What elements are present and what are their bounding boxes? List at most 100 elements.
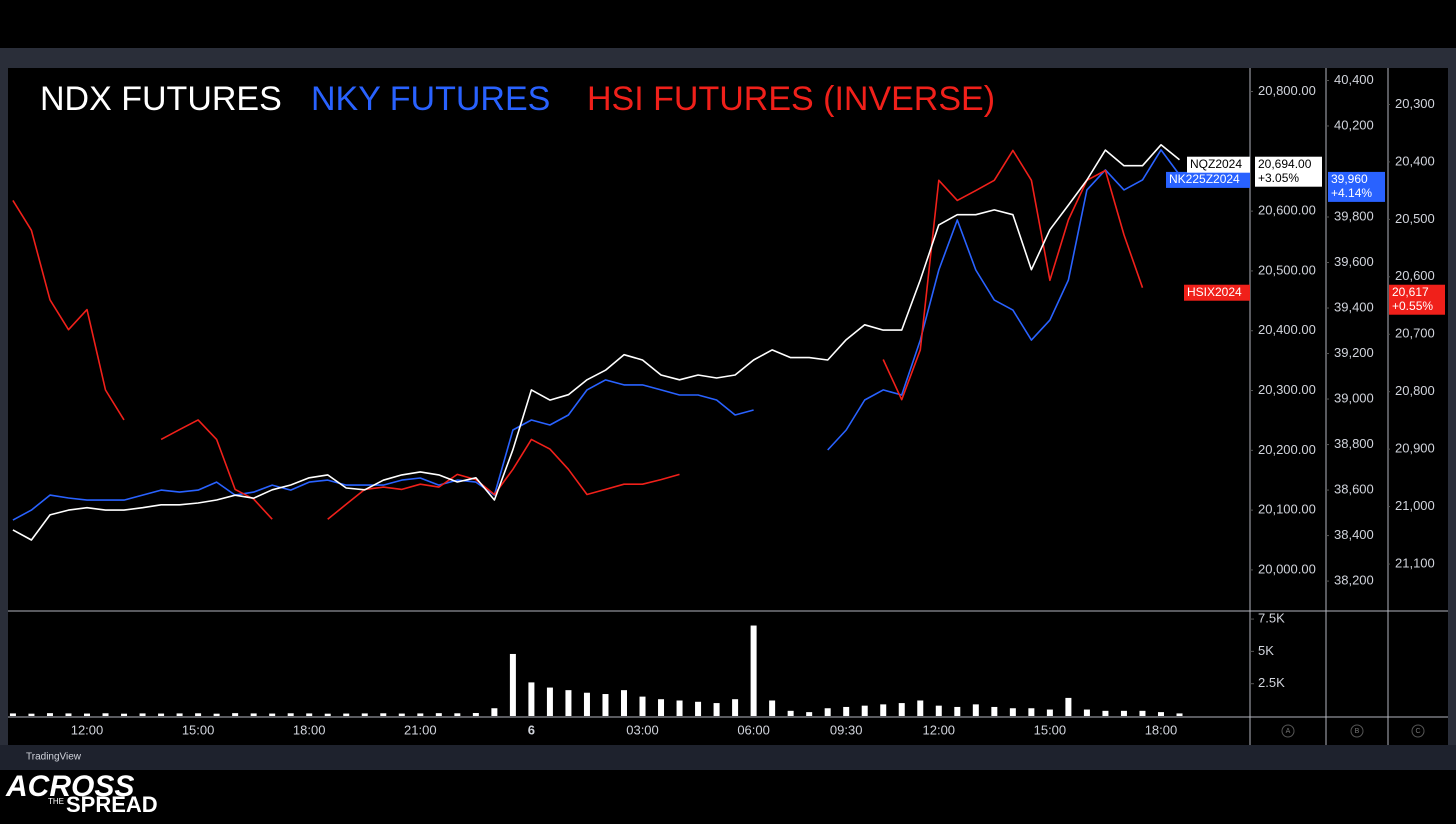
volume-bar bbox=[972, 704, 979, 716]
y-tick-label: 39,600 bbox=[1334, 254, 1374, 269]
price-tag bbox=[1328, 171, 1385, 202]
legend-entry: HSI FUTURES (INVERSE) bbox=[587, 80, 995, 118]
x-tick-label: 15:00 bbox=[182, 722, 215, 737]
volume-bar bbox=[28, 713, 35, 716]
y-tick-label: 39,000 bbox=[1334, 390, 1374, 405]
y-tick-label: 20,800.00 bbox=[1258, 83, 1316, 98]
symbol-tag-text: NK225Z2024 bbox=[1169, 172, 1240, 186]
x-tick-label: 03:00 bbox=[626, 722, 659, 737]
volume-bar bbox=[176, 713, 183, 716]
y-tick-label: 38,800 bbox=[1334, 436, 1374, 451]
y-tick-label: 20,300 bbox=[1395, 96, 1435, 111]
volume-bar bbox=[1176, 713, 1183, 716]
volume-bar bbox=[843, 706, 850, 716]
volume-bar bbox=[9, 713, 16, 716]
volume-bar bbox=[824, 708, 831, 716]
x-tick-label: 12:00 bbox=[923, 722, 956, 737]
volume-bar bbox=[1120, 710, 1127, 716]
x-tick-label: 12:00 bbox=[71, 722, 104, 737]
axis-button-label: C bbox=[1415, 728, 1420, 735]
x-tick-label: 09:30 bbox=[830, 722, 863, 737]
y-tick-label: 38,600 bbox=[1334, 482, 1374, 497]
axis-button-label: A bbox=[1286, 728, 1291, 735]
logo-line: SPREAD bbox=[66, 792, 158, 817]
volume-tick-label: 2.5K bbox=[1258, 675, 1285, 690]
volume-bar bbox=[935, 705, 942, 716]
footer-brand: TradingView bbox=[26, 752, 82, 763]
volume-bar bbox=[991, 706, 998, 716]
price-tag-value: 20,617 bbox=[1392, 285, 1429, 299]
volume-bar bbox=[232, 713, 239, 716]
volume-bar bbox=[46, 713, 53, 716]
axis-button-label: B bbox=[1355, 728, 1360, 735]
price-tag-change: +4.14% bbox=[1331, 186, 1372, 200]
y-tick-label: 20,700 bbox=[1395, 326, 1435, 341]
volume-bar bbox=[1083, 709, 1090, 716]
y-tick-label: 20,200.00 bbox=[1258, 442, 1316, 457]
volume-bar bbox=[528, 682, 535, 716]
y-tick-label: 40,400 bbox=[1334, 72, 1374, 87]
x-tick-label: 18:00 bbox=[1145, 722, 1178, 737]
volume-bar bbox=[732, 699, 739, 716]
volume-bar bbox=[602, 694, 609, 716]
volume-bar bbox=[546, 687, 553, 716]
y-tick-label: 21,100 bbox=[1395, 555, 1435, 570]
volume-bar bbox=[306, 713, 313, 716]
legend-entry: NDX FUTURES bbox=[40, 80, 282, 118]
y-tick-label: 20,500.00 bbox=[1258, 262, 1316, 277]
volume-bar bbox=[509, 653, 516, 716]
volume-bar bbox=[84, 713, 90, 716]
volume-bar bbox=[361, 713, 368, 716]
logo-line: ACROSS bbox=[5, 770, 134, 803]
y-tick-label: 38,400 bbox=[1334, 527, 1374, 542]
price-tag bbox=[1255, 156, 1322, 187]
y-tick-label: 20,100.00 bbox=[1258, 502, 1316, 517]
footer-bar bbox=[0, 745, 1456, 770]
volume-bar bbox=[1102, 710, 1109, 716]
price-line bbox=[12, 149, 1181, 521]
volume-bar bbox=[1009, 708, 1016, 716]
volume-bar bbox=[102, 713, 109, 716]
legend-entry: NKY FUTURES bbox=[311, 80, 550, 118]
logo-line: THE bbox=[48, 797, 64, 806]
volume-bar bbox=[1157, 712, 1164, 716]
axis-button bbox=[1281, 724, 1295, 738]
price-tag-change: +0.55% bbox=[1392, 299, 1433, 313]
volume-bar bbox=[750, 625, 757, 716]
x-tick-label: 06:00 bbox=[737, 722, 770, 737]
x-tick-label: 15:00 bbox=[1034, 722, 1067, 737]
volume-bar bbox=[287, 713, 294, 716]
volume-bar bbox=[954, 706, 961, 716]
symbol-tag-text: NQZ2024 bbox=[1190, 157, 1242, 171]
y-tick-label: 20,400.00 bbox=[1258, 322, 1316, 337]
volume-bar bbox=[158, 713, 165, 716]
volume-bar bbox=[454, 713, 461, 716]
symbol-tag bbox=[1184, 284, 1250, 301]
volume-bar bbox=[787, 710, 794, 716]
volume-bar bbox=[472, 713, 479, 716]
volume-bar bbox=[1139, 710, 1146, 716]
volume-bar bbox=[880, 704, 887, 716]
symbol-tag-text: HSIX2024 bbox=[1187, 285, 1242, 299]
y-tick-label: 20,500 bbox=[1395, 211, 1435, 226]
volume-bar bbox=[343, 713, 350, 716]
volume-bar bbox=[139, 713, 146, 716]
volume-bar bbox=[417, 713, 424, 716]
volume-bar bbox=[565, 690, 572, 716]
volume-bar bbox=[121, 713, 128, 716]
volume-tick-label: 7.5K bbox=[1258, 611, 1285, 626]
volume-bar bbox=[398, 713, 405, 716]
y-tick-label: 39,200 bbox=[1334, 345, 1374, 360]
volume-bar bbox=[658, 699, 665, 716]
y-tick-label: 20,600.00 bbox=[1258, 203, 1316, 218]
volume-bar bbox=[195, 713, 202, 716]
axis-button bbox=[1350, 724, 1364, 738]
volume-tick-label: 5K bbox=[1258, 643, 1274, 658]
price-line bbox=[12, 144, 1181, 541]
y-tick-label: 38,200 bbox=[1334, 573, 1374, 588]
volume-bar bbox=[676, 700, 683, 716]
volume-bar bbox=[250, 713, 257, 716]
x-tick-label: 21:00 bbox=[404, 722, 437, 737]
volume-bar bbox=[769, 700, 776, 716]
